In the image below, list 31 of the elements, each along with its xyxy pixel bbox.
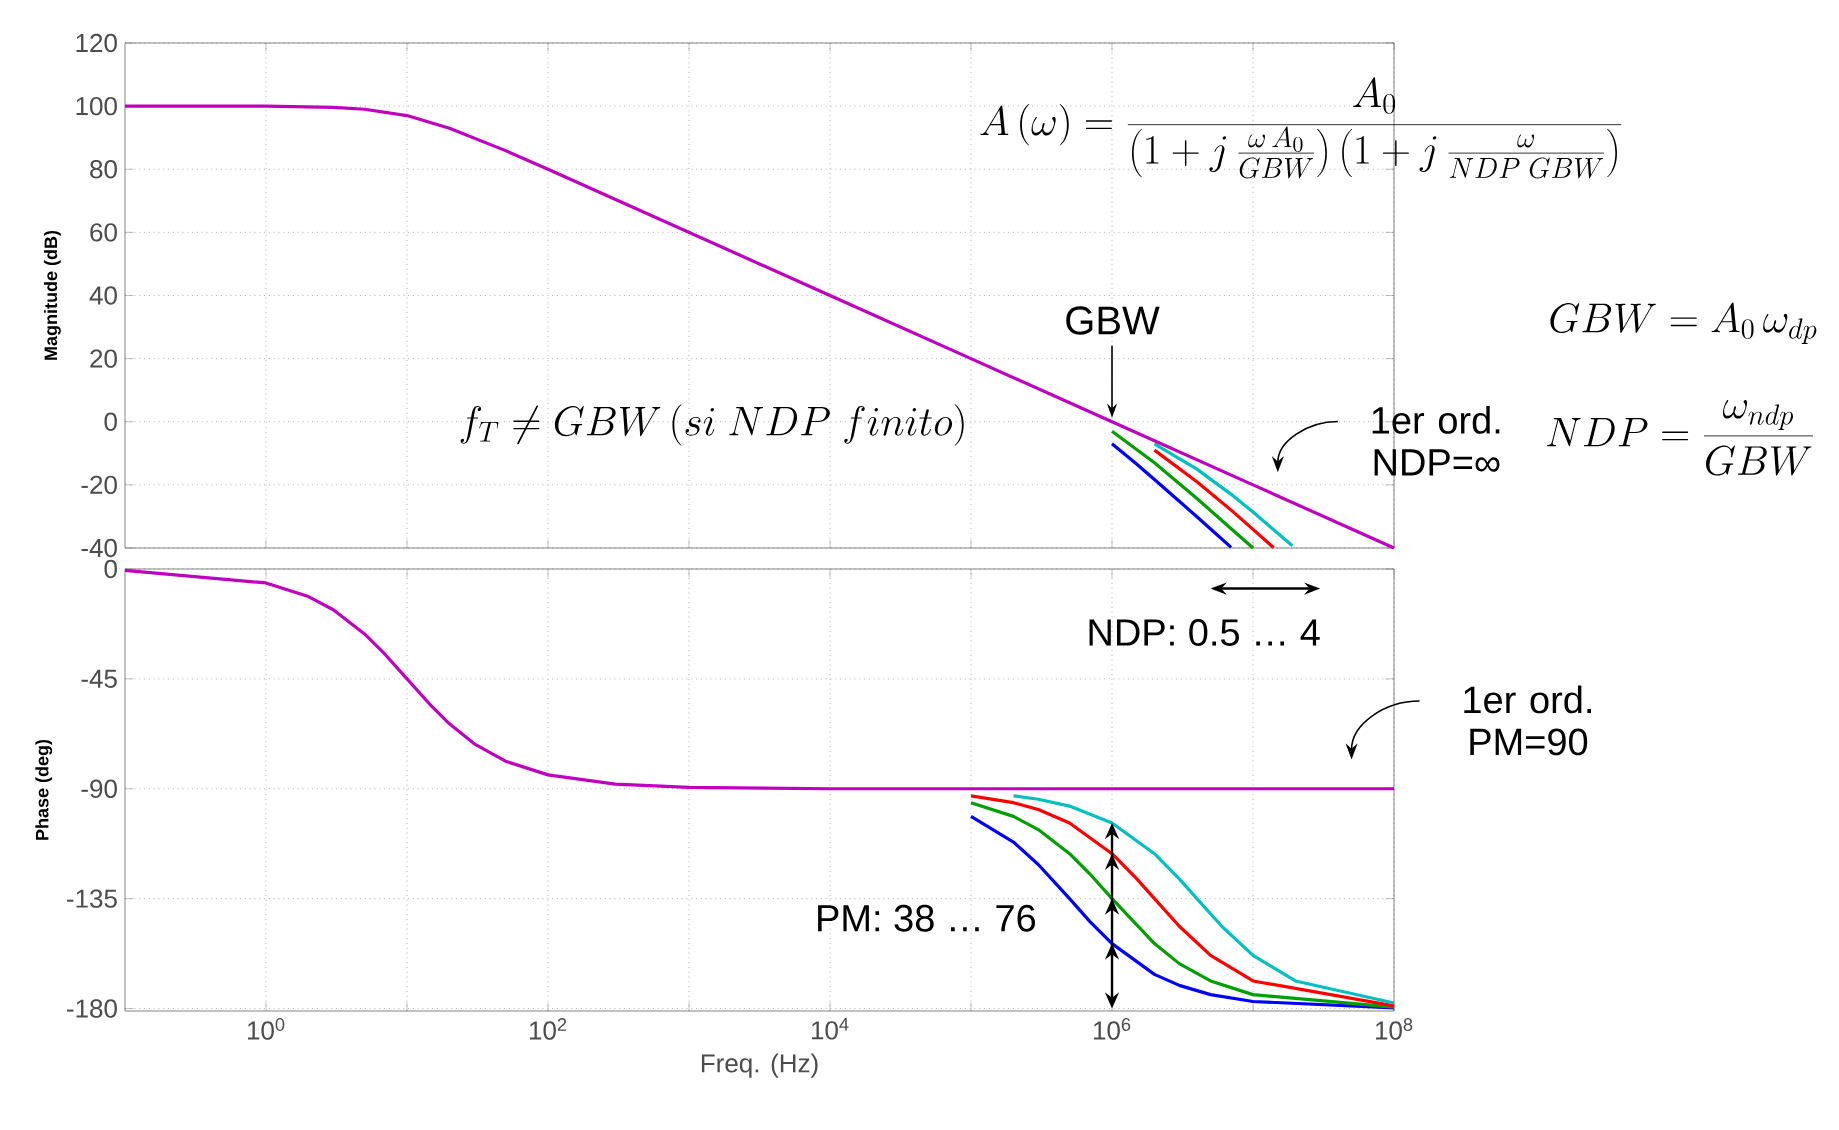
annotation: $A\left(\omega\right)=\frac{A_0}{\left(1+j\,\frac{\omega\,A_0}{GBW}\right)\left(1+j\,\frac{\omega}{NDP\;GBW}\right)}$ (980, 77, 1622, 179)
y-tick-label: 40 (89, 286, 117, 305)
text: 1er ord. PM=90 (1464, 685, 1591, 756)
y-axis-title: Phase (deg) (35, 739, 53, 840)
y-tick-label: -45 (81, 669, 117, 688)
annotation: GBW (1066, 306, 1160, 335)
y-tick-label: 0 (104, 559, 117, 579)
x-tick-label: 10$^{6}$ (1093, 1018, 1131, 1040)
y-tick-label: -20 (81, 475, 117, 495)
text: $GBW=A_0\,\omega_{dp}$ (1550, 302, 1817, 344)
y-tick-label: -135 (67, 889, 117, 908)
y-tick-label: -90 (81, 779, 117, 798)
y-tick-label: -180 (67, 999, 117, 1018)
x-tick-label: 10$^{4}$ (811, 1018, 849, 1040)
y-axis-title: Magnitude (dB) (43, 230, 61, 360)
x-tick-label: 10$^{2}$ (529, 1018, 567, 1040)
x-tick-label: 10$^{0}$ (247, 1018, 285, 1040)
annotation: 1er ord. NDP=∞ (1372, 405, 1500, 476)
annotation: PM: 38 … 76 (818, 904, 1036, 932)
y-tick-label: 60 (90, 223, 117, 242)
y-tick-label: 100 (76, 96, 117, 116)
x-tick-label: 10$^{8}$ (1375, 1018, 1413, 1040)
x-axis-title: Freq. (Hz) (701, 1053, 818, 1078)
annotation: $f_T\neq GBW\left(si\ NDP\ finito\right)$ (460, 404, 964, 446)
y-tick-label: 0 (104, 412, 117, 431)
y-tick-label: 80 (90, 160, 117, 179)
text: $NDP=\frac{\omega_{ndp}}{GBW}$ (1547, 399, 1813, 476)
y-tick-label: -40 (81, 538, 117, 558)
y-tick-label: 20 (90, 349, 117, 368)
y-tick-label: 120 (76, 33, 117, 53)
annotation: NDP: 0.5 … 4 (1089, 619, 1320, 646)
